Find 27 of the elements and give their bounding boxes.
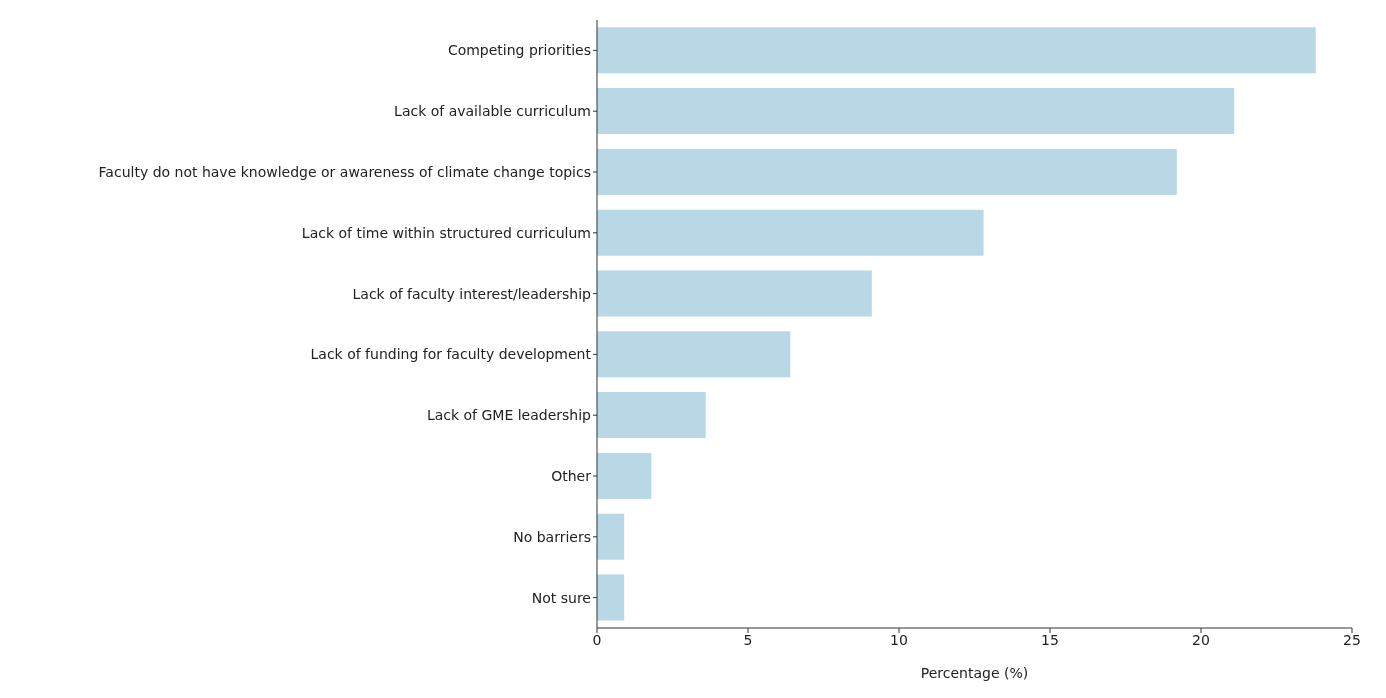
x-axis-title: Percentage (%) bbox=[920, 665, 1029, 681]
y-tick-label: Other bbox=[551, 467, 592, 484]
bar bbox=[597, 27, 1316, 74]
bar bbox=[597, 331, 791, 378]
y-tick-label: Lack of GME leadership bbox=[426, 407, 592, 424]
bar bbox=[597, 88, 1235, 135]
x-tick-label: 10 bbox=[890, 631, 908, 648]
y-tick-label: Lack of available curriculum bbox=[394, 103, 591, 120]
y-tick-label: No barriers bbox=[513, 528, 591, 545]
y-tick-label: Lack of funding for faculty development bbox=[310, 346, 592, 363]
x-tick-label: 25 bbox=[1343, 631, 1361, 648]
bar bbox=[597, 392, 706, 439]
x-tick-label: 20 bbox=[1192, 631, 1210, 648]
y-tick-label: Lack of time within structured curriculum bbox=[301, 224, 591, 241]
bar bbox=[597, 574, 625, 621]
bar bbox=[597, 513, 625, 560]
y-tick-label: Faculty do not have knowledge or awareness of climate change topics bbox=[98, 163, 591, 180]
y-tick-label: Lack of faculty interest/leadership bbox=[352, 285, 592, 302]
x-tick-label: 0 bbox=[592, 631, 602, 648]
x-tick-label: 15 bbox=[1041, 631, 1059, 648]
y-tick-label: Not sure bbox=[531, 589, 591, 606]
x-tick-label: 5 bbox=[743, 631, 753, 648]
bar bbox=[597, 209, 984, 256]
y-tick-label: Competing priorities bbox=[447, 42, 591, 59]
bar bbox=[597, 452, 652, 499]
bar bbox=[597, 270, 872, 317]
bar bbox=[597, 148, 1177, 195]
